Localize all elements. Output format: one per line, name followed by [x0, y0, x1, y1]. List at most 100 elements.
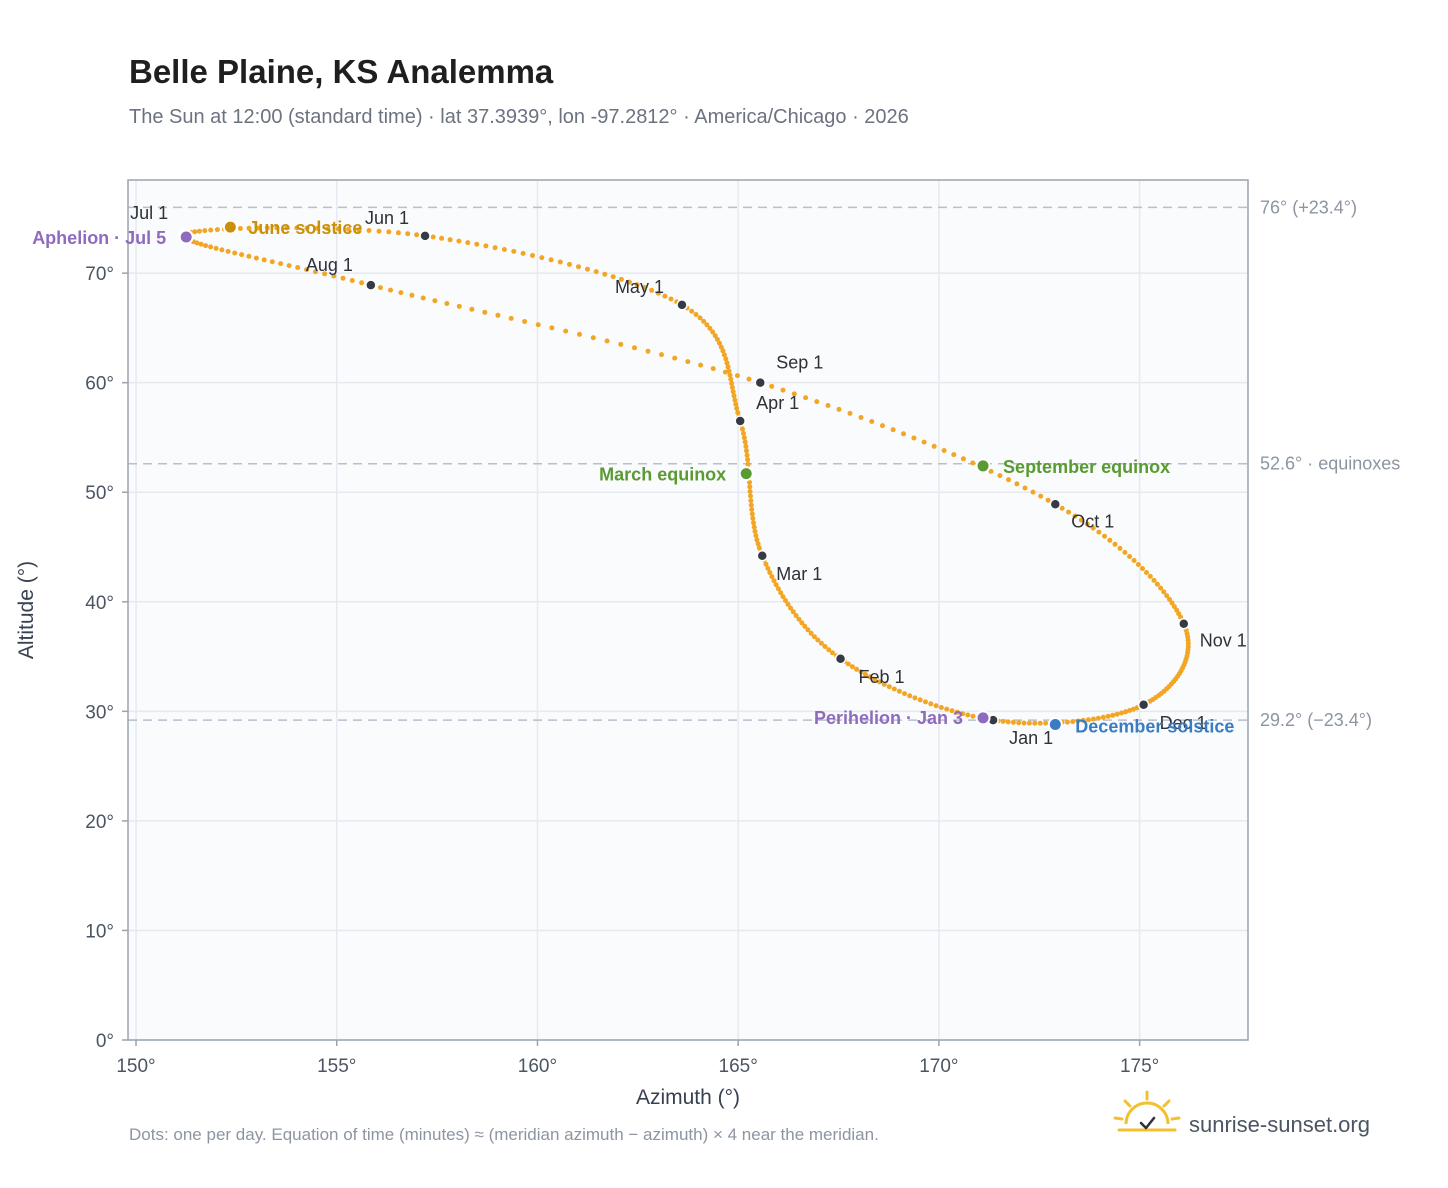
daily-dot: [753, 533, 759, 539]
x-tick-label: 160°: [518, 1056, 557, 1077]
daily-dot: [746, 376, 752, 382]
event-marker: [975, 458, 991, 474]
daily-dot: [1144, 570, 1149, 575]
daily-dot: [881, 681, 887, 687]
daily-dot: [960, 711, 966, 717]
daily-dot: [322, 271, 328, 277]
month-label: Jan 1: [1009, 728, 1053, 748]
daily-dot: [1119, 710, 1124, 716]
daily-dot: [1090, 525, 1096, 531]
daily-dot: [492, 245, 498, 251]
daily-dot: [432, 298, 438, 304]
daily-dot: [1127, 554, 1133, 559]
x-tick-label: 165°: [719, 1056, 758, 1077]
daily-dot: [928, 701, 934, 707]
daily-dot: [1066, 509, 1072, 515]
daily-dot: [246, 225, 252, 231]
daily-dot: [340, 275, 346, 281]
daily-dot: [346, 226, 351, 232]
daily-dot: [907, 693, 913, 699]
daily-dot: [456, 238, 462, 244]
daily-dot: [530, 253, 535, 258]
event-marker: [178, 229, 194, 245]
daily-dot: [769, 574, 775, 580]
daily-dot: [602, 271, 608, 277]
chart-title: Belle Plaine, KS Analemma: [129, 53, 554, 90]
daily-dot: [576, 264, 581, 270]
daily-dot: [366, 228, 372, 233]
daily-dot: [869, 419, 875, 424]
daily-dot: [1032, 720, 1038, 726]
reference-line-label: 76° (+23.4°): [1260, 197, 1357, 217]
daily-dot: [1021, 720, 1027, 726]
daily-dot: [745, 457, 751, 463]
plot-area: [128, 180, 1248, 1040]
event-marker: [975, 710, 991, 726]
daily-dot: [246, 253, 252, 259]
daily-dot: [891, 686, 897, 692]
month-label: Feb 1: [859, 667, 905, 687]
daily-dot: [1016, 720, 1022, 726]
daily-dot: [239, 252, 245, 258]
daily-dot: [778, 590, 784, 596]
daily-dot: [1038, 493, 1044, 499]
daily-dot: [1130, 706, 1136, 712]
daily-dot: [274, 225, 280, 231]
daily-dot: [642, 285, 647, 290]
daily-dot: [405, 231, 411, 237]
month-marker: [365, 279, 377, 291]
y-tick-label: 0°: [96, 1031, 114, 1052]
x-axis-label: Azimuth (°): [636, 1086, 740, 1109]
daily-dot: [769, 383, 775, 389]
daily-dot: [902, 691, 907, 697]
daily-dot: [1154, 581, 1160, 587]
daily-dot: [722, 369, 728, 375]
daily-dot: [295, 265, 301, 270]
daily-dot: [818, 640, 824, 646]
month-label: Dec 1: [1160, 713, 1207, 733]
daily-dot: [359, 280, 365, 286]
daily-dot: [604, 338, 610, 344]
daily-dot: [748, 498, 754, 504]
event-marker: [1047, 716, 1063, 732]
daily-dot: [1140, 566, 1145, 571]
daily-dot: [1167, 596, 1172, 602]
month-marker: [834, 653, 847, 665]
daily-dot: [826, 647, 832, 653]
y-tick-label: 10°: [85, 921, 114, 942]
daily-dot: [745, 461, 751, 467]
daily-dot: [728, 376, 734, 382]
daily-dot: [618, 276, 624, 282]
daily-dot: [830, 650, 835, 656]
daily-dot: [872, 676, 878, 682]
month-label: Jun 1: [365, 208, 409, 228]
daily-dot: [1070, 719, 1076, 725]
daily-dot: [1010, 719, 1016, 725]
daily-dot: [447, 237, 453, 243]
month-marker: [1137, 699, 1150, 711]
daily-dot: [1107, 537, 1113, 543]
month-label: Jul 1: [130, 203, 168, 223]
daily-dot: [751, 524, 757, 530]
daily-dot: [923, 699, 928, 705]
daily-dot: [278, 261, 284, 267]
daily-dot: [731, 393, 737, 399]
daily-dot: [749, 507, 755, 512]
daily-dot: [269, 259, 275, 265]
daily-dot: [814, 399, 820, 405]
daily-dot: [931, 443, 937, 449]
daily-dot: [386, 229, 392, 235]
daily-dot: [877, 679, 882, 685]
daily-dot: [793, 613, 799, 618]
daily-dot: [1110, 712, 1116, 718]
daily-dot: [689, 308, 695, 314]
daily-dot: [356, 227, 362, 233]
daily-dot: [1006, 477, 1011, 483]
daily-dot: [194, 240, 200, 246]
daily-dot: [1064, 719, 1070, 725]
daily-dot: [740, 426, 745, 432]
daily-dot: [752, 528, 758, 534]
point-labels: Jan 1 Feb 1 Mar 1 Apr 1 May 1 Jun 1 Jul 1 Aug 1…: [32, 203, 1247, 748]
daily-dot: [771, 578, 777, 584]
y-tick-label: 60°: [85, 374, 114, 395]
